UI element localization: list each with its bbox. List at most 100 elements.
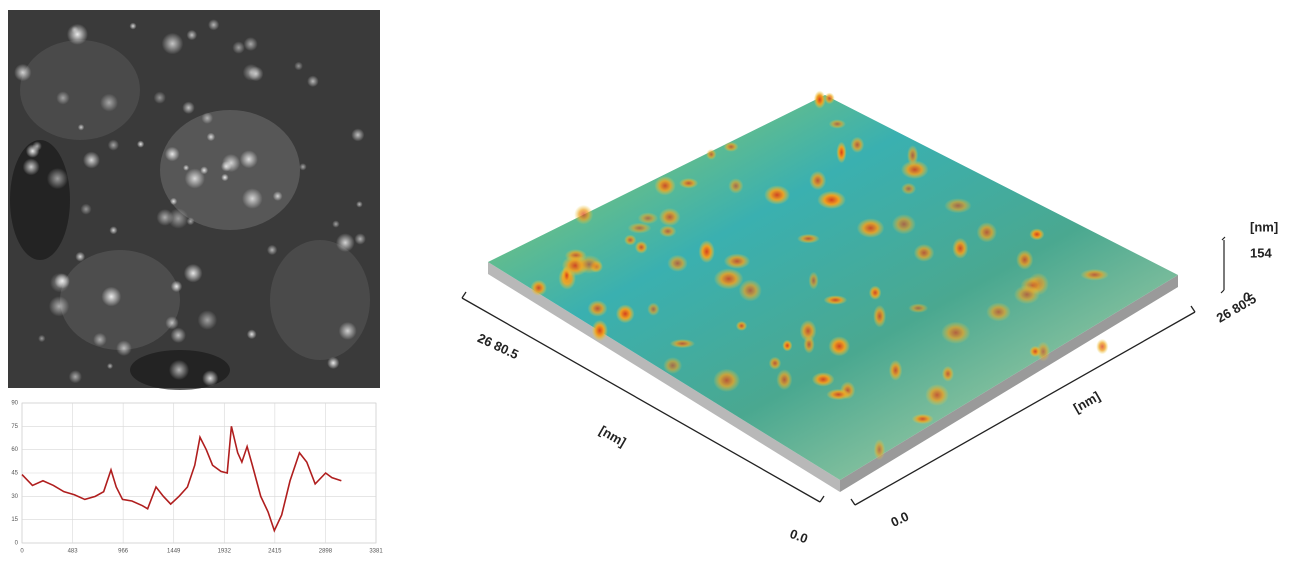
surface-peak [889,360,902,381]
surface-peak [914,244,935,262]
image-spot [165,316,178,329]
surface-peak [901,183,916,195]
surface-peak [829,119,846,128]
surface-peak [873,305,886,328]
z-min-label: 0 [1243,289,1250,304]
image-spot [221,174,228,181]
image-spot [69,370,82,383]
image-spot [187,30,197,40]
y-tick-label: 45 [11,471,18,477]
image-spot [307,76,319,88]
x-unit-label: [nm] [597,423,629,450]
image-spot [242,188,263,209]
surface-peak [892,214,916,234]
page: {"chart_data": {"type": "line", "x": [0,… [0,0,1290,556]
surface-peak [1036,342,1050,362]
y-tick-label: 30 [11,494,18,500]
surface-peak [647,303,659,316]
surface-peak [850,137,864,153]
image-spot [243,64,260,81]
surface-peak [699,240,715,263]
image-spot [355,233,366,244]
axis-end [851,499,855,505]
surface-peak [667,255,687,272]
surface-peak [663,357,682,374]
y-tick-label: 90 [11,401,18,407]
image-spot [137,140,144,147]
image-spot [198,310,217,329]
image-spot [170,198,177,205]
image-spot [108,140,119,151]
image-spot [183,165,189,171]
surface-peak [977,222,997,242]
image-spot [351,128,364,141]
surface-peak [616,304,635,323]
image-spot [247,329,257,339]
image-spot [202,370,218,386]
surface-peak [769,357,781,370]
surface-peak [1096,339,1108,355]
surface-peak [836,142,846,163]
y-tick-label: 60 [11,447,18,453]
surface-peak [670,339,695,348]
surface-top [488,95,1178,480]
surface-peak [869,286,881,300]
image-spot [130,23,137,30]
image-spot [71,26,78,33]
image-spot [107,363,113,369]
surface-peak [986,302,1011,321]
surface-peak [824,93,834,105]
surface-peak [739,279,762,301]
surface-peak [944,198,971,213]
image-spot [222,154,240,172]
x-tick-label: 2898 [319,549,333,555]
image-spot [171,328,186,343]
y-min-label: 0.0 [888,509,911,530]
image-spot [232,41,244,53]
image-spot [14,64,31,81]
surface-peak [874,439,886,460]
z-unit-label: [nm] [1250,219,1278,234]
image-spot [182,102,194,114]
surface-peak [679,178,698,189]
axis-end [462,292,466,298]
x-min-label: 0.0 [788,526,810,546]
surface-peak [736,321,747,331]
surface-peak [942,366,954,382]
image-spot [38,335,45,342]
surface-peak [782,340,792,352]
image-spot [23,158,40,175]
x-max-label: 26 80.5 [475,330,521,362]
surface-peak [826,389,850,400]
x-tick-label: 966 [118,549,129,555]
image-spot [208,19,219,30]
image-spot [93,333,107,347]
image-spot [49,296,69,316]
image-spot [47,168,68,189]
z-axis [1221,237,1225,293]
x-tick-label: 483 [68,549,79,555]
surface-peak [624,235,636,246]
image-spot [171,281,182,292]
image-spot [75,252,85,262]
surface-peak [714,268,744,289]
image-spot [327,357,339,369]
x-tick-label: 2415 [268,549,282,555]
image-spot [154,92,166,104]
image-spot [356,201,363,208]
afm-image [8,10,380,390]
surface-peak [824,295,848,305]
image-spot [201,112,213,124]
image-spot [207,133,215,141]
surface-peak [828,336,850,356]
image-spot [332,220,339,227]
surface-peak [1080,269,1109,281]
z-max-label: 154 [1250,245,1272,260]
image-spot [56,91,69,104]
image-region [270,240,370,360]
y-unit-label: [nm] [1071,388,1103,415]
surface-peak [764,185,790,204]
y-tick-label: 0 [15,541,19,547]
image-spot [339,322,357,340]
